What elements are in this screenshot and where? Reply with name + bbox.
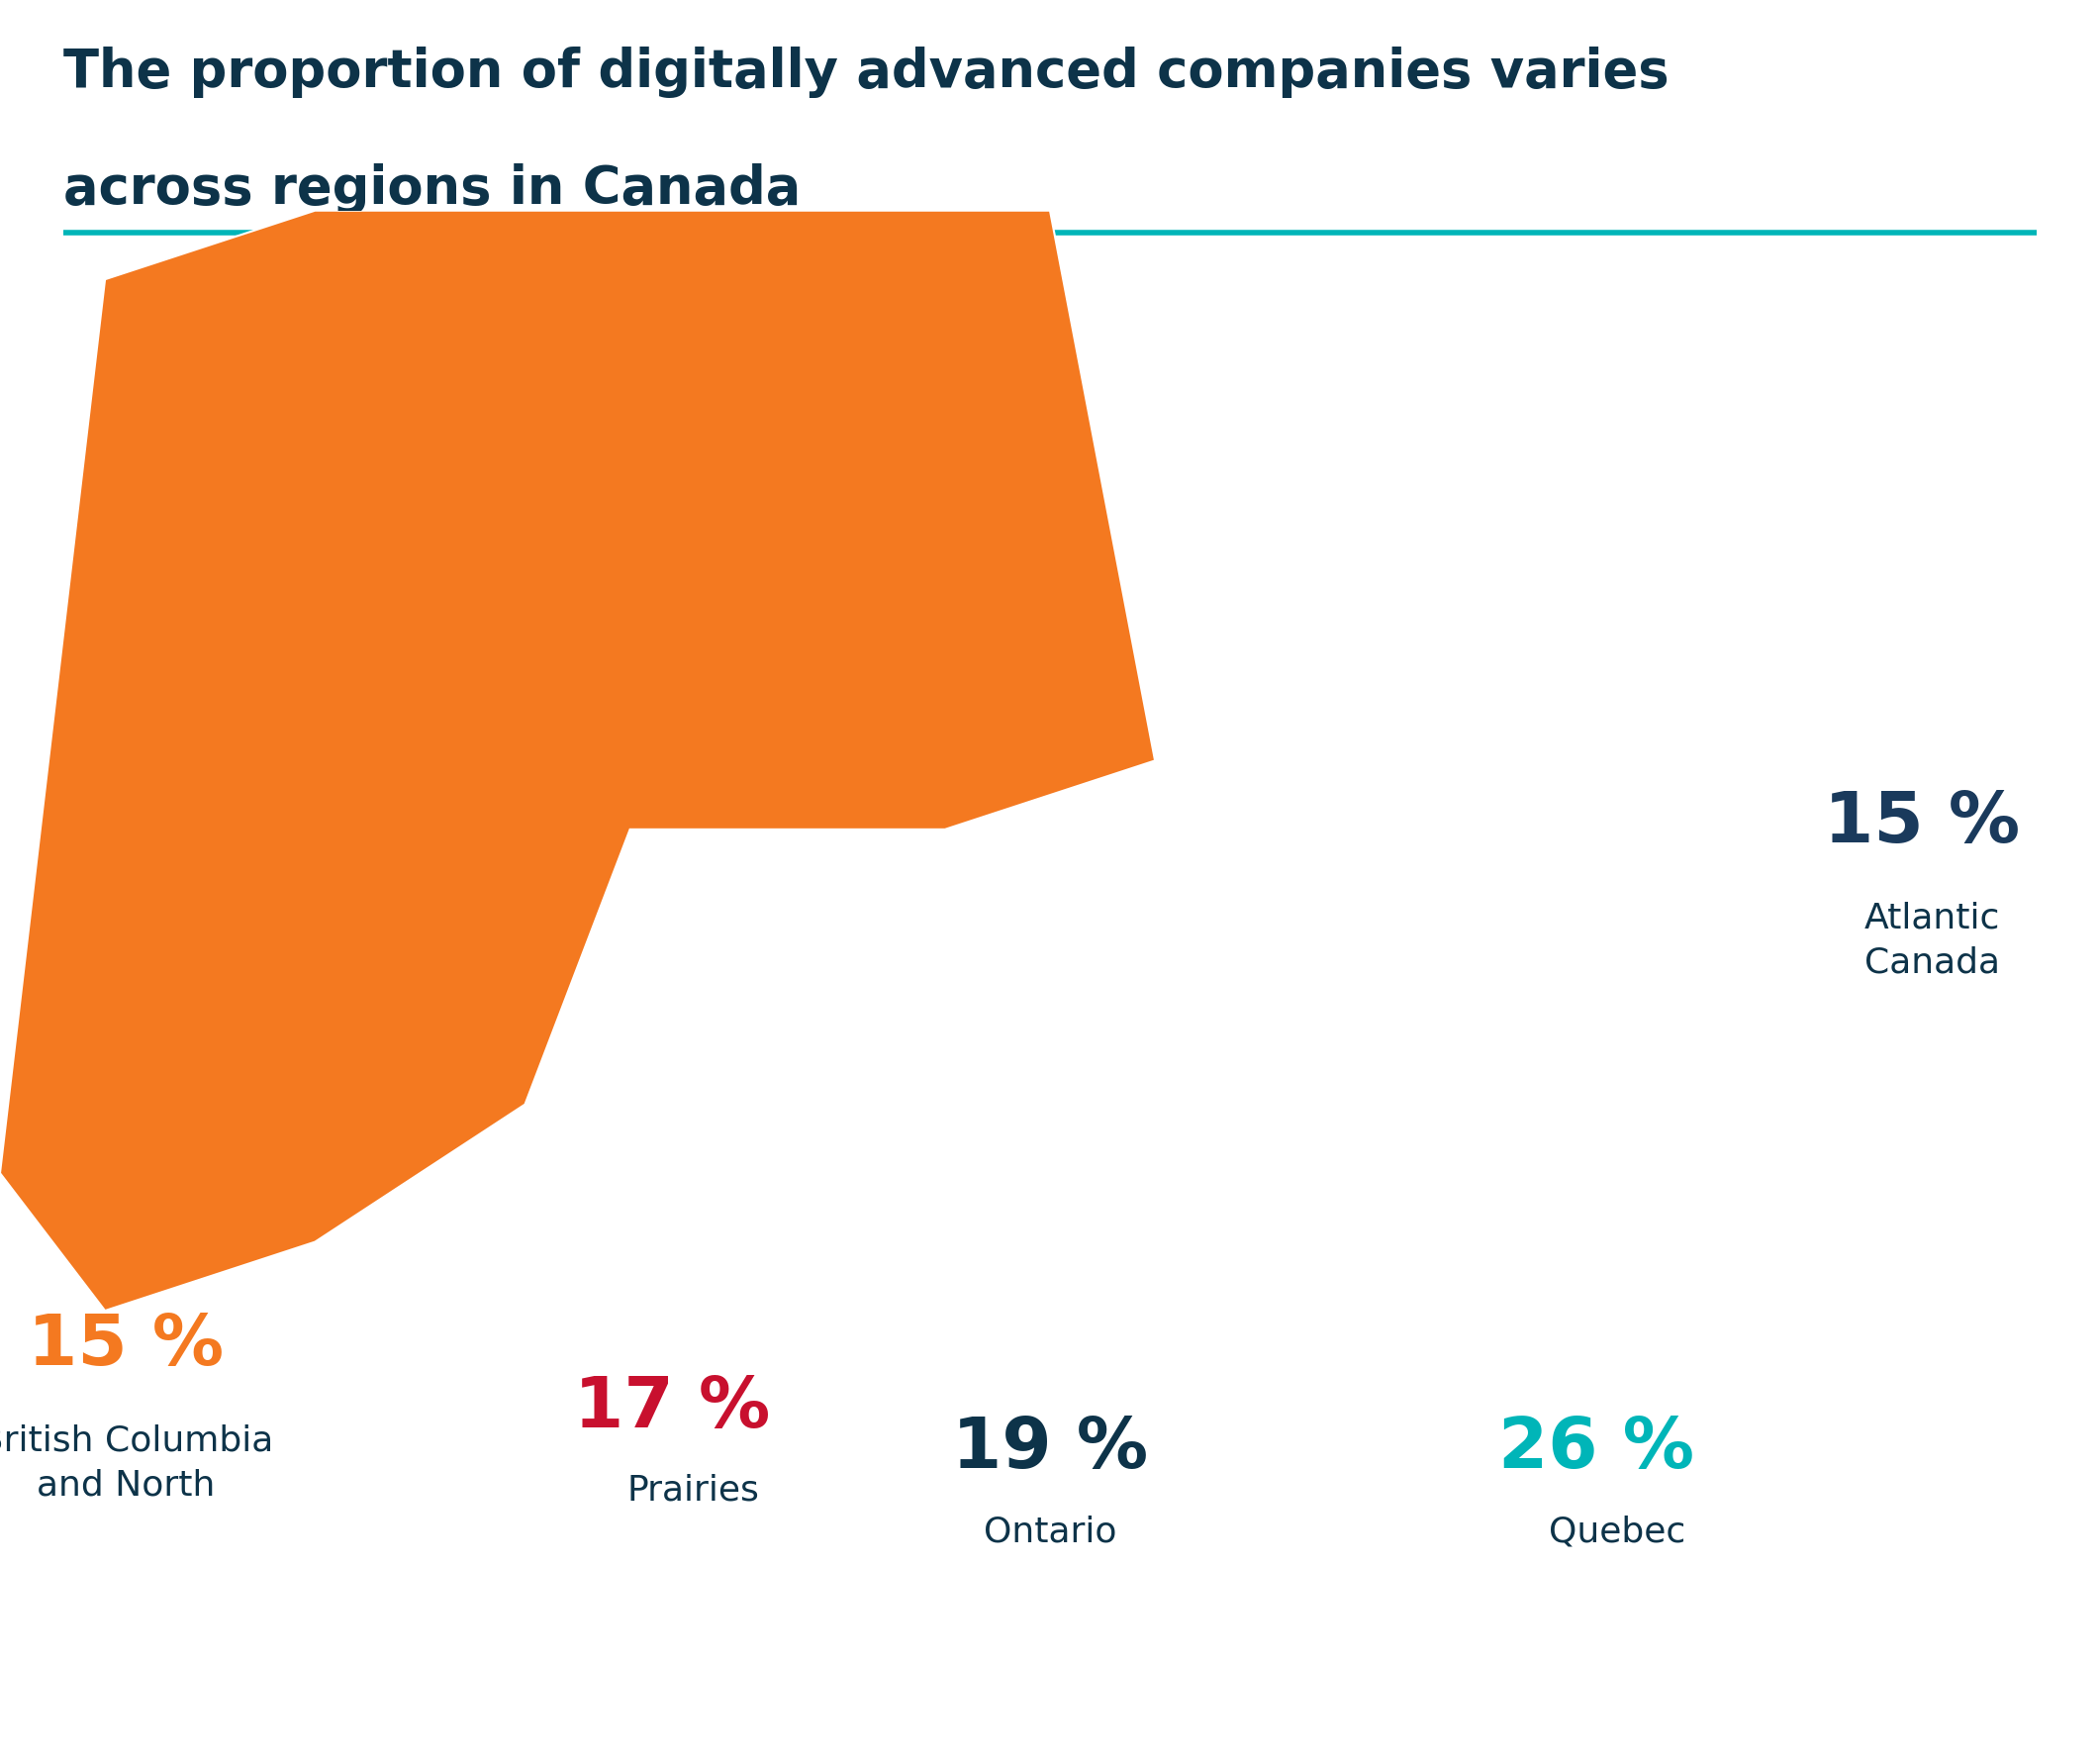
Text: Prairies: Prairies (626, 1473, 760, 1507)
Text: The proportion of digitally advanced companies varies: The proportion of digitally advanced com… (63, 48, 1670, 99)
Text: 26 %: 26 % (1497, 1415, 1695, 1482)
Text: 15 %: 15 % (27, 1311, 225, 1380)
Text: across regions in Canada: across regions in Canada (63, 164, 800, 215)
Polygon shape (0, 211, 1155, 1311)
Text: 17 %: 17 % (573, 1373, 771, 1441)
Text: British Columbia
and North: British Columbia and North (0, 1424, 273, 1501)
Text: 19 %: 19 % (951, 1415, 1149, 1482)
Text: Ontario: Ontario (983, 1514, 1117, 1547)
Text: Atlantic
Canada: Atlantic Canada (1865, 900, 1999, 980)
Text: Quebec: Quebec (1548, 1514, 1686, 1547)
Text: 15 %: 15 % (1823, 789, 2020, 856)
